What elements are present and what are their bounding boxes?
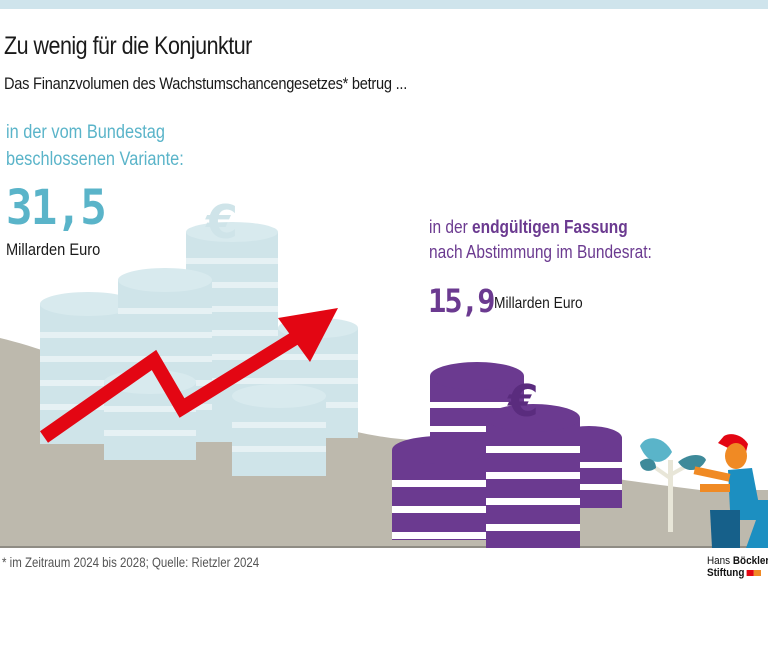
euro-coin-stacks-purple-icon: € [392,362,622,548]
rising-arrow-icon [39,308,338,443]
top-accent-bar [0,0,768,9]
hans-boeckler-logo: Hans Böckler Stiftung [707,555,768,579]
bundesrat-label-line2: nach Abstimmung im Bundesrat: [429,242,652,262]
bundestag-label: in der vom Bundestag beschlossenen Varia… [6,119,184,173]
bundesrat-unit: Millarden Euro [494,295,583,312]
logo-red-square-icon [746,570,754,577]
illustration: € [0,195,768,548]
bundesrat-label-bold: endgültigen Fassung [472,217,628,237]
bundesrat-label-line1: in der endgültigen Fassung [429,215,652,240]
seedling-icon [640,438,706,532]
worker-figure-icon [693,434,768,548]
bundestag-label-line1: in der vom Bundestag [6,122,165,143]
bundestag-value: 31,5 [6,180,107,236]
bundestag-unit: Millarden Euro [6,240,101,259]
euro-sign-icon: € [507,376,539,427]
bundesrat-value: 15,9 [428,282,496,320]
source-footnote: * im Zeitraum 2024 bis 2028; Quelle: Rie… [2,554,260,570]
logo-text-stiftung: Stiftung [707,567,745,579]
bundestag-label-line2: beschlossenen Variante: [6,149,184,170]
bundesrat-label: in der endgültigen Fassung nach Abstimmu… [429,215,652,265]
page-subtitle: Das Finanzvolumen des Wachstumschancenge… [4,74,408,93]
logo-text-boeckler: Böckler [732,555,768,567]
logo-text-hans: Hans [707,555,733,567]
bundesrat-label-prefix: in der [429,217,473,237]
page-title: Zu wenig für die Konjunktur [4,32,252,60]
euro-sign-icon: € [205,195,238,249]
logo-orange-square-icon [753,570,761,577]
